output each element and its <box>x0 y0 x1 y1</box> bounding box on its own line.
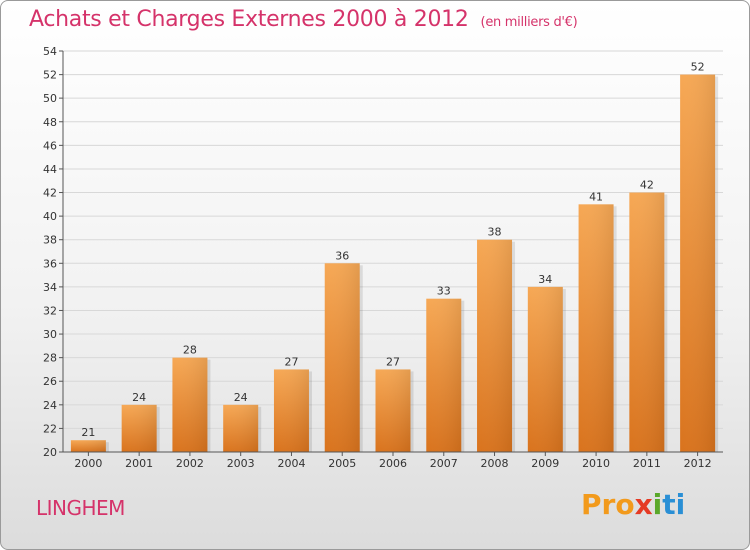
bar-shade <box>324 263 360 452</box>
x-tick-label: 2011 <box>633 457 661 470</box>
bar-value-label: 42 <box>640 179 654 192</box>
x-tick-label: 2008 <box>481 457 509 470</box>
bar-shade <box>527 286 563 452</box>
bar-shade <box>375 369 411 452</box>
bar-shade <box>629 192 665 452</box>
logo-part-2: x <box>634 488 653 521</box>
x-tick-label: 2005 <box>328 457 356 470</box>
chart-title-text: Achats et Charges Externes 2000 à 2012 <box>29 7 469 32</box>
bar-value-label: 27 <box>386 355 400 368</box>
y-tick-label: 28 <box>43 352 57 365</box>
bar-value-label: 33 <box>437 285 451 298</box>
y-tick-label: 40 <box>43 210 57 223</box>
bar-layer: 21 24 28 24 27 36 27 33 38 34 41 42 52 <box>70 61 719 453</box>
x-tick-label: 2001 <box>125 457 153 470</box>
y-tick-label: 22 <box>43 422 57 435</box>
proxiti-logo[interactable]: Proxiti <box>581 488 685 521</box>
bar-shade <box>121 404 157 452</box>
x-tick-label: 2010 <box>582 457 610 470</box>
axis-layer: 20 22 24 26 28 30 32 34 36 38 40 42 44 46 48 50 52 54 2000… <box>43 45 723 470</box>
y-tick-label: 38 <box>43 234 57 247</box>
bar-value-label: 24 <box>132 391 146 404</box>
bar-shade <box>172 357 208 452</box>
y-tick-label: 50 <box>43 92 57 105</box>
bar-shade <box>223 404 259 452</box>
x-tick-label: 2003 <box>227 457 255 470</box>
bar-value-label: 27 <box>284 355 298 368</box>
x-tick-label: 2002 <box>176 457 204 470</box>
y-tick-label: 44 <box>43 163 57 176</box>
bar-value-label: 38 <box>488 226 502 239</box>
y-tick-label: 24 <box>43 399 57 412</box>
chart-title: Achats et Charges Externes 2000 à 2012 (e… <box>29 7 578 32</box>
bar-shade <box>680 74 716 453</box>
y-tick-label: 30 <box>43 328 57 341</box>
y-tick-label: 34 <box>43 281 57 294</box>
y-tick-label: 36 <box>43 257 57 270</box>
y-tick-label: 52 <box>43 69 57 82</box>
bar-value-label: 34 <box>538 273 552 286</box>
x-tick-label: 2000 <box>74 457 102 470</box>
y-tick-label: 32 <box>43 304 57 317</box>
logo-part-4: ti <box>662 488 686 521</box>
y-tick-label: 48 <box>43 116 57 129</box>
bar-shade <box>578 204 614 452</box>
x-tick-label: 2009 <box>531 457 559 470</box>
y-tick-label: 42 <box>43 187 57 200</box>
y-tick-label: 26 <box>43 375 57 388</box>
bar-value-label: 36 <box>335 249 349 262</box>
x-tick-label: 2012 <box>684 457 712 470</box>
logo-part-1: Pro <box>581 488 635 521</box>
x-tick-label: 2007 <box>430 457 458 470</box>
city-name: LINGHEM <box>36 496 125 520</box>
logo-part-3: i <box>652 488 663 521</box>
bar-shade <box>477 239 513 452</box>
bar-shade <box>426 298 462 452</box>
bar-shade <box>273 369 309 452</box>
chart-subtitle: (en milliers d'€) <box>480 15 578 30</box>
bar-value-label: 41 <box>589 190 603 203</box>
y-tick-label: 46 <box>43 139 57 152</box>
bar-value-label: 21 <box>81 426 95 439</box>
y-tick-label: 54 <box>43 45 57 58</box>
x-tick-label: 2004 <box>277 457 305 470</box>
bar-shade <box>70 440 106 452</box>
x-tick-label: 2006 <box>379 457 407 470</box>
bar-value-label: 52 <box>691 61 705 74</box>
bar-value-label: 24 <box>234 391 248 404</box>
y-tick-label: 20 <box>43 446 57 459</box>
bar-value-label: 28 <box>183 344 197 357</box>
